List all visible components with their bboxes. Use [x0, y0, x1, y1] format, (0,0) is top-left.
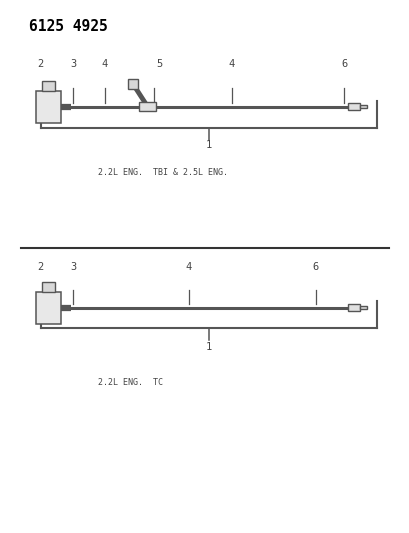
Text: 2: 2: [37, 262, 43, 272]
Text: 1: 1: [205, 140, 212, 150]
Bar: [36, 292, 61, 324]
Bar: [359, 306, 366, 309]
Bar: [36, 91, 61, 123]
Bar: [42, 81, 55, 91]
Bar: [42, 282, 55, 292]
Bar: [348, 103, 359, 110]
Bar: [139, 102, 155, 111]
Bar: [348, 304, 359, 311]
Text: 2.2L ENG.  TC: 2.2L ENG. TC: [98, 378, 163, 387]
Text: 4: 4: [185, 262, 191, 272]
Bar: [359, 104, 366, 108]
Text: 4: 4: [101, 59, 108, 69]
Text: 3: 3: [70, 59, 76, 69]
Bar: [128, 79, 138, 90]
Text: 6: 6: [340, 59, 347, 69]
Text: 4: 4: [228, 59, 234, 69]
Text: 2.2L ENG.  TBI & 2.5L ENG.: 2.2L ENG. TBI & 2.5L ENG.: [98, 168, 228, 177]
Text: 3: 3: [70, 262, 76, 272]
Text: 2: 2: [37, 59, 43, 69]
Text: 6: 6: [312, 262, 318, 272]
Text: 1: 1: [205, 342, 212, 352]
Text: 5: 5: [156, 59, 163, 69]
Text: 6125 4925: 6125 4925: [29, 19, 107, 34]
